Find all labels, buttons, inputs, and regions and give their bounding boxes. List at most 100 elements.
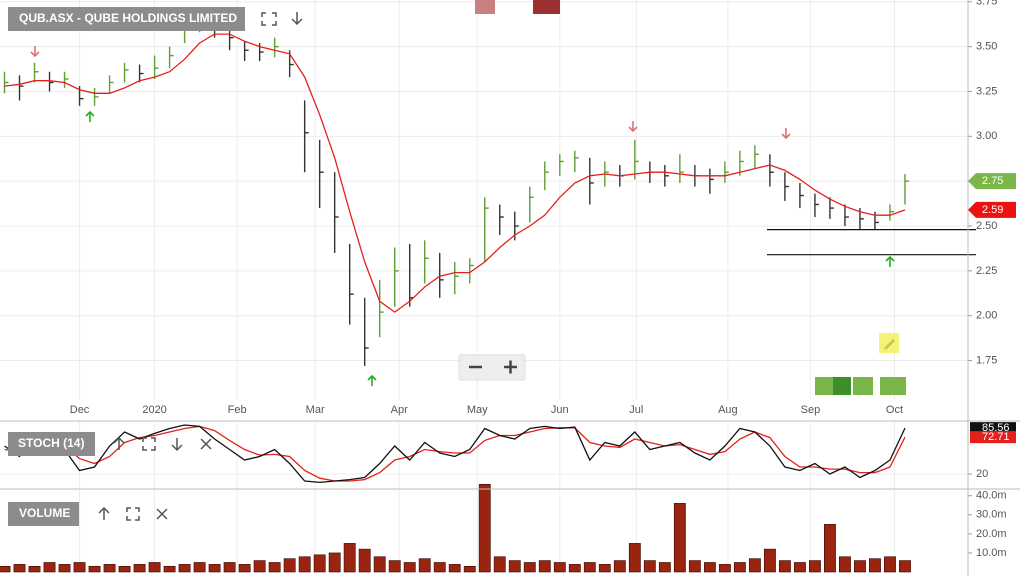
volume-bar (463, 565, 476, 573)
volume-bar (839, 556, 851, 573)
x-tick-label: May (467, 404, 488, 416)
volume-bar (658, 562, 671, 573)
volume-bar (478, 483, 491, 573)
sell-arrow (628, 121, 638, 133)
volume-bar (133, 564, 146, 573)
y-tick-label: 3.75 (976, 0, 997, 8)
price-tag-label: 72.71 (982, 431, 1010, 443)
volume-bar (538, 560, 551, 573)
volume-bar (0, 565, 11, 573)
price-tag-label: 2.75 (982, 175, 1003, 187)
volume-bar (358, 548, 371, 573)
volume-bar (493, 556, 506, 573)
pencil-icon (884, 339, 895, 350)
marks-layer (0, 7, 976, 573)
y-tick-label: 20 (976, 468, 988, 480)
volume-bar (854, 560, 866, 573)
volume-bar (884, 556, 896, 573)
volume-bar (223, 562, 236, 573)
price-tag-label: 85.56 (982, 422, 1010, 434)
y-tick-label: 2.00 (976, 310, 997, 322)
x-tick-label: Oct (886, 404, 903, 416)
price-tag (968, 173, 1016, 190)
volume-bar (733, 562, 746, 573)
panel-icons (98, 506, 168, 521)
expand-icon[interactable] (261, 12, 277, 26)
close-icon[interactable] (200, 438, 212, 450)
expand-icon[interactable] (142, 437, 156, 451)
volume-bar (328, 552, 341, 573)
marker (533, 0, 560, 14)
volume-bar (13, 564, 26, 573)
volume-bar (598, 564, 611, 573)
y-tick-label: 2.25 (976, 265, 997, 277)
price-tag (970, 431, 1016, 444)
x-tick-label: Feb (228, 404, 247, 416)
volume-bar (118, 565, 131, 573)
event-marker[interactable] (815, 377, 835, 395)
volume-bar (448, 564, 461, 573)
signal-arrows (30, 46, 895, 386)
volume-bar (28, 565, 41, 573)
x-tick-label: 2020 (142, 404, 166, 416)
volume-bar (583, 562, 596, 573)
move-up-icon[interactable] (113, 436, 125, 450)
volume-bar (193, 562, 206, 573)
event-markers (815, 377, 906, 395)
zoom-control (458, 354, 526, 381)
move-down-icon[interactable] (171, 438, 183, 452)
title-box (8, 7, 245, 31)
zoom-in-button[interactable] (504, 360, 517, 374)
move-down-icon[interactable] (291, 12, 303, 26)
buy-arrow (367, 374, 377, 386)
price-tag-label: 2.59 (982, 204, 1003, 216)
event-marker[interactable] (853, 377, 873, 395)
volume-bar (508, 560, 521, 573)
volume-bar (778, 560, 791, 573)
expand-icon[interactable] (126, 507, 140, 521)
y-tick-label: 2.50 (976, 220, 997, 232)
x-tick-label: Apr (391, 404, 408, 416)
volume-bar (163, 565, 176, 573)
y-tick-label: 30.0m (976, 509, 1007, 521)
volume-bar (613, 560, 626, 573)
marker (475, 0, 495, 14)
x-tick-label: Dec (70, 404, 90, 416)
buy-arrow (85, 110, 95, 122)
volume-bar (673, 503, 686, 573)
close-icon[interactable] (156, 508, 168, 520)
volume-bar (433, 562, 446, 573)
y-tick-label: 1.75 (976, 354, 997, 366)
volume-bar (403, 562, 416, 573)
volume-bar (688, 560, 701, 573)
price-tag (968, 201, 1016, 218)
stoch-line (4, 425, 906, 482)
volume-bar (568, 564, 581, 573)
title-box (8, 432, 95, 456)
volume-bar (298, 556, 311, 573)
event-marker[interactable] (833, 377, 851, 395)
stoch-line (4, 424, 906, 484)
y-tick-label: 10.0m (976, 547, 1007, 559)
y-tick-label: 20.0m (976, 528, 1007, 540)
panel-icons (113, 436, 212, 452)
volume-bar (73, 562, 86, 573)
volume-bar (88, 565, 101, 573)
volume-bar (553, 562, 566, 573)
sell-arrow (30, 46, 40, 58)
volume-bar (208, 564, 221, 573)
x-tick-label: Mar (306, 404, 325, 416)
x-tick-label: Jul (629, 404, 643, 416)
volume-bar (899, 560, 911, 573)
buy-arrow (885, 255, 895, 267)
event-marker[interactable] (880, 377, 906, 395)
volume-bar (643, 560, 656, 573)
sell-arrow (781, 128, 791, 140)
volume-bar (43, 562, 56, 573)
move-up-icon[interactable] (98, 506, 110, 520)
volume-bar (418, 558, 431, 573)
